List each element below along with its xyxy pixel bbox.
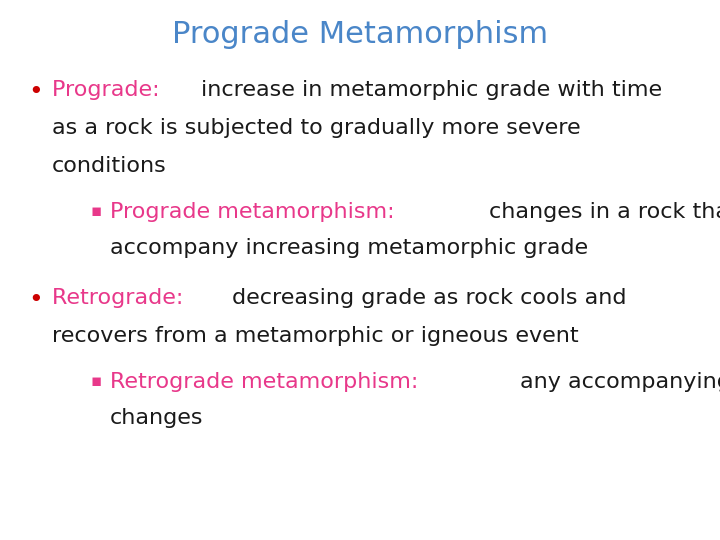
Text: increase in metamorphic grade with time: increase in metamorphic grade with time (201, 80, 662, 100)
Text: ▪: ▪ (90, 202, 102, 220)
Text: recovers from a metamorphic or igneous event: recovers from a metamorphic or igneous e… (52, 326, 579, 346)
Text: accompany increasing metamorphic grade: accompany increasing metamorphic grade (110, 238, 588, 258)
Text: •: • (28, 288, 42, 312)
Text: as a rock is subjected to gradually more severe: as a rock is subjected to gradually more… (52, 118, 580, 138)
Text: decreasing grade as rock cools and: decreasing grade as rock cools and (232, 288, 626, 308)
Text: ▪: ▪ (90, 372, 102, 390)
Text: Prograde Metamorphism: Prograde Metamorphism (172, 20, 548, 49)
Text: Prograde metamorphism:: Prograde metamorphism: (110, 202, 402, 222)
Text: Retrograde:: Retrograde: (52, 288, 191, 308)
Text: Retrograde metamorphism:: Retrograde metamorphism: (110, 372, 426, 392)
Text: any accompanying: any accompanying (520, 372, 720, 392)
Text: conditions: conditions (52, 156, 167, 176)
Text: changes in a rock that: changes in a rock that (489, 202, 720, 222)
Text: Prograde:: Prograde: (52, 80, 167, 100)
Text: •: • (28, 80, 42, 104)
Text: changes: changes (110, 408, 204, 428)
